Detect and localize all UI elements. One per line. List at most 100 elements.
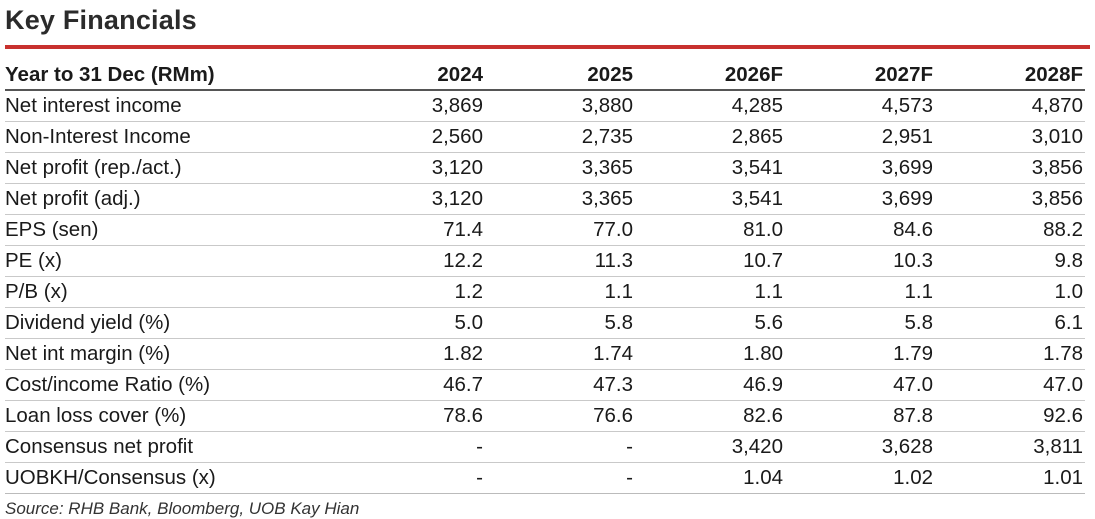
table-cell: 47.0 — [785, 369, 935, 401]
table-cell: 4,870 — [935, 90, 1085, 122]
table-cell: 84.6 — [785, 214, 935, 246]
table-cell: 11.3 — [485, 245, 635, 277]
page-title: Key Financials — [5, 5, 197, 35]
table-cell: 3,856 — [935, 183, 1085, 215]
key-financials-panel: Key Financials Year to 31 Dec (RMm) 2024… — [5, 0, 1090, 519]
table-row: P/B (x) 1.2 1.1 1.1 1.1 1.0 — [5, 276, 1085, 308]
table-cell: 3,420 — [635, 431, 785, 463]
table-cell: 1.80 — [635, 338, 785, 370]
table-row: Net profit (adj.) 3,120 3,365 3,541 3,69… — [5, 183, 1085, 215]
table-cell: 12.2 — [335, 245, 485, 277]
table-row: Dividend yield (%) 5.0 5.8 5.6 5.8 6.1 — [5, 307, 1085, 339]
column-header: Year to 31 Dec (RMm) — [5, 61, 335, 91]
table-cell: 82.6 — [635, 400, 785, 432]
table-cell: 2,735 — [485, 121, 635, 153]
table-cell: 3,856 — [935, 152, 1085, 184]
table-cell: 1.78 — [935, 338, 1085, 370]
row-label: Net interest income — [5, 90, 335, 122]
table-row: Net int margin (%) 1.82 1.74 1.80 1.79 1… — [5, 338, 1085, 370]
table-cell: - — [335, 431, 485, 463]
table-cell: 3,869 — [335, 90, 485, 122]
table-cell: 81.0 — [635, 214, 785, 246]
table-cell: 3,628 — [785, 431, 935, 463]
title-divider — [5, 45, 1090, 49]
table-cell: 1.1 — [785, 276, 935, 308]
column-header: 2028F — [935, 61, 1085, 91]
table-cell: - — [485, 431, 635, 463]
table-cell: 5.8 — [785, 307, 935, 339]
table-cell: 4,573 — [785, 90, 935, 122]
table-cell: 9.8 — [935, 245, 1085, 277]
table-row: UOBKH/Consensus (x) - - 1.04 1.02 1.01 — [5, 462, 1085, 494]
table-cell: 10.3 — [785, 245, 935, 277]
table-cell: 3,541 — [635, 183, 785, 215]
column-header: 2027F — [785, 61, 935, 91]
table-cell: 3,365 — [485, 183, 635, 215]
row-label: P/B (x) — [5, 276, 335, 308]
table-cell: 77.0 — [485, 214, 635, 246]
row-label: UOBKH/Consensus (x) — [5, 462, 335, 494]
row-label: EPS (sen) — [5, 214, 335, 246]
table-cell: 3,120 — [335, 183, 485, 215]
table-header-row: Year to 31 Dec (RMm) 2024 2025 2026F 202… — [5, 61, 1085, 91]
table-cell: 3,541 — [635, 152, 785, 184]
table-body: Net interest income 3,869 3,880 4,285 4,… — [5, 90, 1085, 494]
table-cell: 3,880 — [485, 90, 635, 122]
table-cell: 1.02 — [785, 462, 935, 494]
table-row: Cost/income Ratio (%) 46.7 47.3 46.9 47.… — [5, 369, 1085, 401]
table-cell: 3,811 — [935, 431, 1085, 463]
table-cell: 1.1 — [635, 276, 785, 308]
table-cell: 10.7 — [635, 245, 785, 277]
table-cell: 46.9 — [635, 369, 785, 401]
table-cell: 78.6 — [335, 400, 485, 432]
table-cell: 5.0 — [335, 307, 485, 339]
table-cell: 3,699 — [785, 152, 935, 184]
table-cell: 1.2 — [335, 276, 485, 308]
table-cell: 3,365 — [485, 152, 635, 184]
column-header: 2025 — [485, 61, 635, 91]
table-cell: - — [335, 462, 485, 494]
table-cell: 2,560 — [335, 121, 485, 153]
table-cell: 1.74 — [485, 338, 635, 370]
table-cell: 1.82 — [335, 338, 485, 370]
table-cell: 3,120 — [335, 152, 485, 184]
table-cell: 2,951 — [785, 121, 935, 153]
row-label: Cost/income Ratio (%) — [5, 369, 335, 401]
row-label: Loan loss cover (%) — [5, 400, 335, 432]
column-header: 2026F — [635, 61, 785, 91]
table-cell: 5.8 — [485, 307, 635, 339]
table-row: Loan loss cover (%) 78.6 76.6 82.6 87.8 … — [5, 400, 1085, 432]
table-cell: 6.1 — [935, 307, 1085, 339]
table-cell: 1.04 — [635, 462, 785, 494]
table-row: Net profit (rep./act.) 3,120 3,365 3,541… — [5, 152, 1085, 184]
table-cell: 3,010 — [935, 121, 1085, 153]
table-cell: 92.6 — [935, 400, 1085, 432]
table-cell: 1.79 — [785, 338, 935, 370]
row-label: Dividend yield (%) — [5, 307, 335, 339]
table-cell: 4,285 — [635, 90, 785, 122]
table-cell: 3,699 — [785, 183, 935, 215]
table-cell: 46.7 — [335, 369, 485, 401]
row-label: PE (x) — [5, 245, 335, 277]
table-row: Non-Interest Income 2,560 2,735 2,865 2,… — [5, 121, 1085, 153]
source-note: Source: RHB Bank, Bloomberg, UOB Kay Hia… — [5, 499, 360, 518]
table-row: Consensus net profit - - 3,420 3,628 3,8… — [5, 431, 1085, 463]
row-label: Consensus net profit — [5, 431, 335, 463]
table-cell: 71.4 — [335, 214, 485, 246]
table-row: PE (x) 12.2 11.3 10.7 10.3 9.8 — [5, 245, 1085, 277]
table-cell: - — [485, 462, 635, 494]
column-header: 2024 — [335, 61, 485, 91]
table-cell: 87.8 — [785, 400, 935, 432]
table-row: Net interest income 3,869 3,880 4,285 4,… — [5, 90, 1085, 122]
row-label: Net profit (adj.) — [5, 183, 335, 215]
table-cell: 76.6 — [485, 400, 635, 432]
table-cell: 47.0 — [935, 369, 1085, 401]
table-cell: 1.01 — [935, 462, 1085, 494]
financials-table: Year to 31 Dec (RMm) 2024 2025 2026F 202… — [5, 61, 1085, 494]
table-cell: 1.1 — [485, 276, 635, 308]
table-cell: 1.0 — [935, 276, 1085, 308]
row-label: Non-Interest Income — [5, 121, 335, 153]
table-row: EPS (sen) 71.4 77.0 81.0 84.6 88.2 — [5, 214, 1085, 246]
table-cell: 88.2 — [935, 214, 1085, 246]
table-cell: 2,865 — [635, 121, 785, 153]
